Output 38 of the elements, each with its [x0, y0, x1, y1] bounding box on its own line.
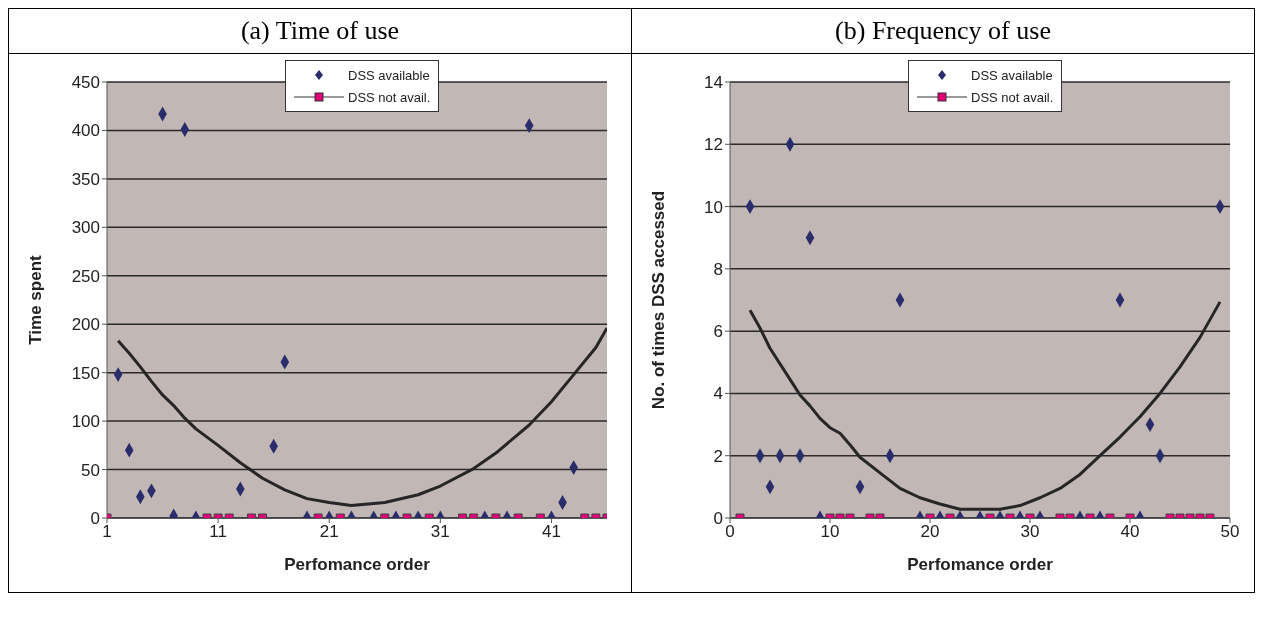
legend-label: DSS not avail. — [348, 89, 431, 105]
y-axis-title: Time spent — [26, 254, 46, 345]
x-tick-label: 30 — [1020, 522, 1040, 542]
y-tick-label: 400 — [71, 121, 100, 141]
y-tick-label: 50 — [81, 460, 100, 480]
y-tick-label: 8 — [713, 259, 723, 279]
chart-title: (b) Frequency of use — [631, 8, 1255, 54]
y-tick-label: 10 — [704, 197, 723, 217]
x-tick-label: 41 — [541, 522, 561, 542]
y-tick-label: 12 — [704, 135, 723, 155]
legend-label: DSS available — [348, 67, 430, 83]
x-tick-label: 50 — [1220, 522, 1240, 542]
x-axis-title: Perfomance order — [907, 555, 1054, 574]
y-tick-label: 200 — [71, 315, 100, 335]
y-tick-label: 4 — [713, 384, 723, 404]
y-tick-label: 0 — [713, 509, 723, 529]
x-tick-label: 31 — [430, 522, 450, 542]
x-tick-label: 20 — [920, 522, 940, 542]
y-tick-label: 150 — [71, 363, 100, 383]
y-tick-label: 0 — [90, 509, 100, 529]
chart-title: (a) Time of use — [8, 8, 632, 54]
y-tick-label: 450 — [71, 73, 100, 93]
y-tick-label: 350 — [71, 169, 100, 189]
x-tick-label: 21 — [319, 522, 339, 542]
x-tick-label: 1 — [102, 522, 112, 542]
y-tick-label: 100 — [71, 412, 100, 432]
y-tick-label: 300 — [71, 218, 100, 238]
x-axis-title: Perfomance order — [284, 555, 431, 574]
legend-label: DSS available — [971, 67, 1053, 83]
x-tick-label: 40 — [1120, 522, 1140, 542]
x-tick-label: 10 — [820, 522, 840, 542]
y-axis-title: No. of times DSS accessed — [649, 190, 669, 410]
y-tick-label: 2 — [713, 446, 723, 466]
x-tick-label: 11 — [209, 522, 227, 542]
legend-label: DSS not avail. — [971, 89, 1054, 105]
y-tick-label: 14 — [704, 73, 723, 93]
y-tick-label: 250 — [71, 266, 100, 286]
y-tick-label: 6 — [713, 322, 723, 342]
